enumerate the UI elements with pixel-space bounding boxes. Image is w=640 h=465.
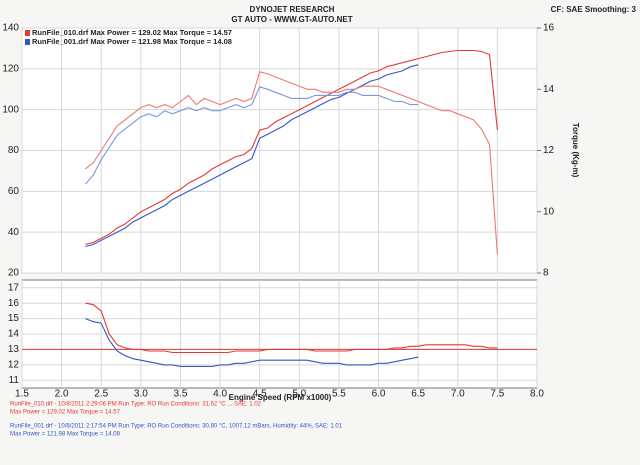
x-tick-label: 8.0 — [530, 389, 544, 400]
y-tick-label: 16 — [8, 298, 20, 309]
footer-line: Max Power = 121.98 Max Torque = 14.08 — [10, 432, 121, 438]
x-tick-label: 2.0 — [55, 389, 69, 400]
x-tick-label: 4.0 — [213, 389, 227, 400]
x-axis-label: Engine Speed (RPM x1000) — [229, 393, 332, 402]
footer-line: RunFile_010.drf - 10/8/2011 2:29:06 PM R… — [10, 402, 262, 408]
y-tick-label: 80 — [8, 145, 20, 156]
x-tick-label: 7.0 — [451, 389, 465, 400]
series-line — [85, 302, 498, 354]
y-tick-label: 17 — [8, 282, 20, 293]
y-tick-label: 14 — [8, 329, 20, 340]
title: DYNOJET RESEARCH — [250, 5, 335, 14]
series-line — [85, 318, 419, 367]
y-tick-label: 11 — [9, 375, 20, 386]
y2-tick-label: 10 — [543, 206, 555, 217]
y-tick-label: 12 — [8, 359, 20, 370]
legend-entry: RunFile_010.drf Max Power = 129.02 Max T… — [32, 28, 232, 37]
y2-tick-label: 14 — [543, 84, 555, 95]
x-tick-label: 3.0 — [134, 389, 148, 400]
y2-tick-label: 16 — [543, 23, 555, 34]
settings: CF: SAE Smoothing: 3 — [551, 5, 637, 14]
series-line — [84, 86, 419, 185]
x-tick-label: 5.5 — [332, 389, 346, 400]
x-tick-label: 5.0 — [292, 389, 306, 400]
x-tick-label: 4.5 — [253, 389, 267, 400]
y2-axis-label: Torque (Kg-m) — [571, 123, 580, 178]
x-tick-label: 3.5 — [174, 389, 188, 400]
y-tick-label: 15 — [8, 313, 20, 324]
x-tick-label: 7.5 — [490, 389, 504, 400]
footer-line: RunFile_001.drf - 10/8/2011 2:17:54 PM R… — [10, 424, 343, 430]
y-tick-label: 40 — [8, 227, 20, 238]
y2-tick-label: 12 — [543, 145, 555, 156]
x-tick-label: 2.5 — [94, 389, 108, 400]
legend-entry: RunFile_001.drf Max Power = 121.98 Max T… — [32, 37, 232, 46]
legend-swatch — [25, 39, 30, 45]
y-tick-label: 100 — [2, 104, 19, 115]
y-tick-label: 20 — [8, 268, 20, 279]
y2-tick-label: 8 — [543, 268, 549, 279]
y-tick-label: 60 — [8, 186, 20, 197]
y-tick-label: 140 — [2, 23, 19, 34]
series-line — [85, 71, 498, 255]
subtitle: GT AUTO - WWW.GT-AUTO.NET — [231, 15, 352, 24]
x-tick-label: 6.0 — [372, 389, 386, 400]
footer-line: Max Power = 129.02 Max Torque = 14.57 — [10, 410, 121, 416]
legend-swatch — [25, 30, 30, 36]
y-tick-label: 120 — [2, 63, 19, 74]
y-tick-label: 13 — [8, 344, 20, 355]
x-tick-label: 6.5 — [411, 389, 425, 400]
x-tick-label: 1.5 — [15, 389, 29, 400]
series-line — [85, 64, 419, 248]
series-line — [85, 49, 498, 245]
